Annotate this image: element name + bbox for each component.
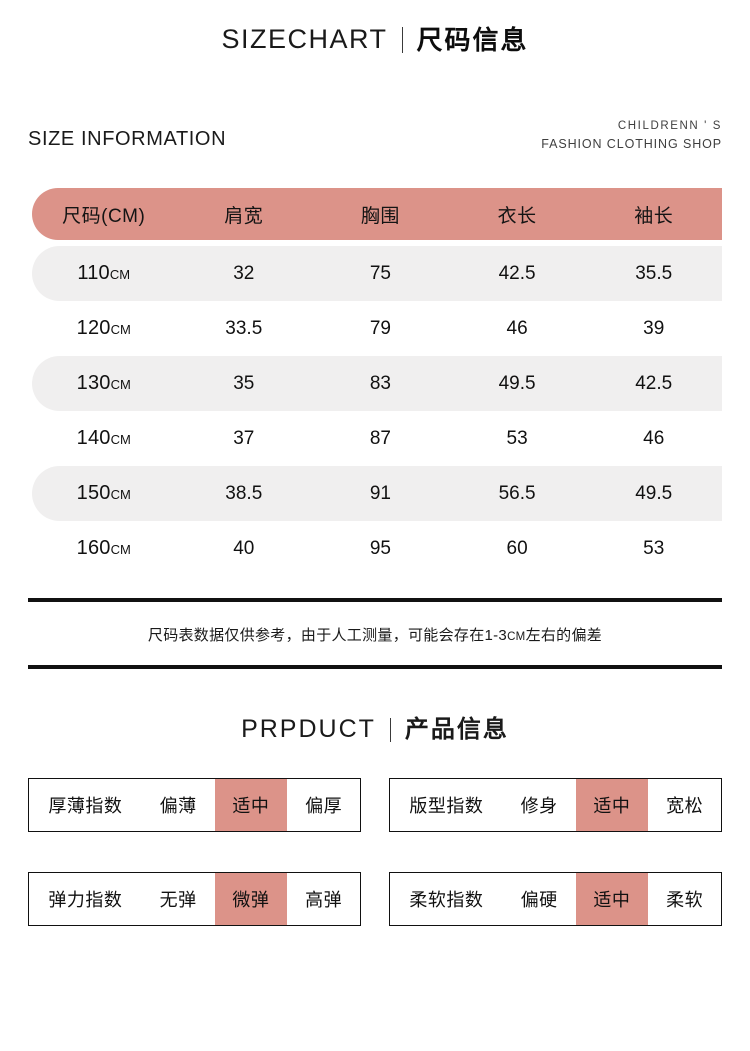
cell-bust: 79 xyxy=(369,317,391,339)
table-row: 120CM 33.5 79 46 39 xyxy=(32,301,722,356)
product-section-title: PRPDUCT 产品信息 xyxy=(0,717,750,742)
index-option-selected[interactable]: 微弹 xyxy=(214,873,288,925)
index-box-thickness: 厚薄指数 偏薄 适中 偏厚 xyxy=(28,778,361,832)
rule-top xyxy=(28,598,722,602)
measurement-note: 尺码表数据仅供参考，由于人工测量，可能会存在1-3CM左右的偏差 xyxy=(0,598,750,669)
cell-sleeve: 46 xyxy=(643,427,665,449)
cell-shoulder: 33.5 xyxy=(225,317,263,339)
page-title-latin: SIZECHART xyxy=(221,24,388,54)
table-row: 140CM 37 87 53 46 xyxy=(32,411,722,466)
cell-bust: 75 xyxy=(369,262,391,284)
size-information-label: SIZE INFORMATION xyxy=(28,128,227,150)
cell-length: 42.5 xyxy=(498,262,536,284)
cell-length: 49.5 xyxy=(498,372,536,394)
cell-shoulder: 37 xyxy=(233,427,255,449)
index-option[interactable]: 偏薄 xyxy=(159,796,197,816)
index-option[interactable]: 宽松 xyxy=(666,796,704,816)
cell-shoulder: 35 xyxy=(233,372,255,394)
table-row: 110CM 32 75 42.5 35.5 xyxy=(32,246,722,301)
table-row: 130CM 35 83 49.5 42.5 xyxy=(32,356,722,411)
size-information-header: SIZE INFORMATION CHILDRENN ' S FASHION C… xyxy=(0,97,750,153)
cell-length: 56.5 xyxy=(498,482,536,504)
cell-bust: 95 xyxy=(369,537,391,559)
measurement-note-text: 尺码表数据仅供参考，由于人工测量，可能会存在1-3CM左右的偏差 xyxy=(28,602,722,665)
cell-size: 150CM xyxy=(76,482,131,504)
cell-sleeve: 39 xyxy=(643,317,665,339)
index-box-softness: 柔软指数 偏硬 适中 柔软 xyxy=(389,872,722,926)
index-option[interactable]: 柔软 xyxy=(666,890,704,910)
note-part1: 尺码表数据仅供参考，由于人工测量，可能会存在1-3 xyxy=(147,627,508,644)
cell-sleeve: 35.5 xyxy=(635,262,673,284)
index-option[interactable]: 偏硬 xyxy=(520,890,558,910)
index-option[interactable]: 高弹 xyxy=(305,890,343,910)
size-table: 尺码(CM) 肩宽 胸围 衣长 袖长 110CM 32 75 42.5 35.5… xyxy=(0,188,750,576)
cell-size: 120CM xyxy=(76,317,131,339)
column-header-length: 衣长 xyxy=(497,205,537,227)
cell-size: 110CM xyxy=(77,262,131,284)
index-box-fit: 版型指数 修身 适中 宽松 xyxy=(389,778,722,832)
index-option-selected[interactable]: 适中 xyxy=(575,873,649,925)
cell-bust: 87 xyxy=(369,427,391,449)
index-box-elasticity: 弹力指数 无弹 微弹 高弹 xyxy=(28,872,361,926)
rule-bottom xyxy=(28,665,722,669)
product-title-cjk: 产品信息 xyxy=(404,715,509,743)
index-label: 弹力指数 xyxy=(48,890,123,910)
table-row: 150CM 38.5 91 56.5 49.5 xyxy=(32,466,722,521)
cell-shoulder: 40 xyxy=(233,537,255,559)
cell-bust: 91 xyxy=(369,482,391,504)
cell-bust: 83 xyxy=(369,372,391,394)
cell-sleeve: 42.5 xyxy=(635,372,673,394)
index-option-selected[interactable]: 适中 xyxy=(214,779,288,831)
note-part2: 左右的偏差 xyxy=(525,627,603,644)
product-index-grid: 厚薄指数 偏薄 适中 偏厚 版型指数 修身 适中 宽松 弹力指数 无弹 微弹 高… xyxy=(0,778,750,926)
product-title-divider xyxy=(389,717,391,742)
cell-size: 160CM xyxy=(76,537,131,559)
shop-brand-line2: FASHION CLOTHING SHOP xyxy=(541,136,722,151)
index-option[interactable]: 偏厚 xyxy=(305,796,343,816)
column-header-sleeve: 袖长 xyxy=(634,205,674,227)
column-header-size: 尺码(CM) xyxy=(62,205,146,227)
index-option-selected[interactable]: 适中 xyxy=(575,779,649,831)
cell-length: 46 xyxy=(506,317,528,339)
column-header-shoulder: 肩宽 xyxy=(224,205,264,227)
cell-sleeve: 49.5 xyxy=(635,482,673,504)
table-row: 160CM 40 95 60 53 xyxy=(32,521,722,576)
index-label: 版型指数 xyxy=(409,796,484,816)
cell-shoulder: 38.5 xyxy=(225,482,263,504)
title-divider xyxy=(401,26,403,53)
column-header-bust: 胸围 xyxy=(360,205,400,227)
cell-size: 130CM xyxy=(76,372,131,394)
page-title-cjk: 尺码信息 xyxy=(416,24,529,55)
index-label: 厚薄指数 xyxy=(48,796,123,816)
cell-length: 60 xyxy=(506,537,528,559)
size-table-header-row: 尺码(CM) 肩宽 胸围 衣长 袖长 xyxy=(32,188,722,240)
index-option[interactable]: 修身 xyxy=(520,796,558,816)
shop-brand: CHILDRENN ' S FASHION CLOTHING SHOP xyxy=(541,118,722,153)
note-unit: CM xyxy=(507,631,526,643)
index-label: 柔软指数 xyxy=(409,890,484,910)
cell-size: 140CM xyxy=(76,427,131,449)
cell-sleeve: 53 xyxy=(643,537,665,559)
shop-brand-line1: CHILDRENN ' S xyxy=(617,120,722,133)
page-title: SIZECHART 尺码信息 xyxy=(0,0,750,53)
cell-shoulder: 32 xyxy=(233,262,255,284)
product-title-latin: PRPDUCT xyxy=(241,715,376,743)
cell-length: 53 xyxy=(506,427,528,449)
index-option[interactable]: 无弹 xyxy=(159,890,197,910)
